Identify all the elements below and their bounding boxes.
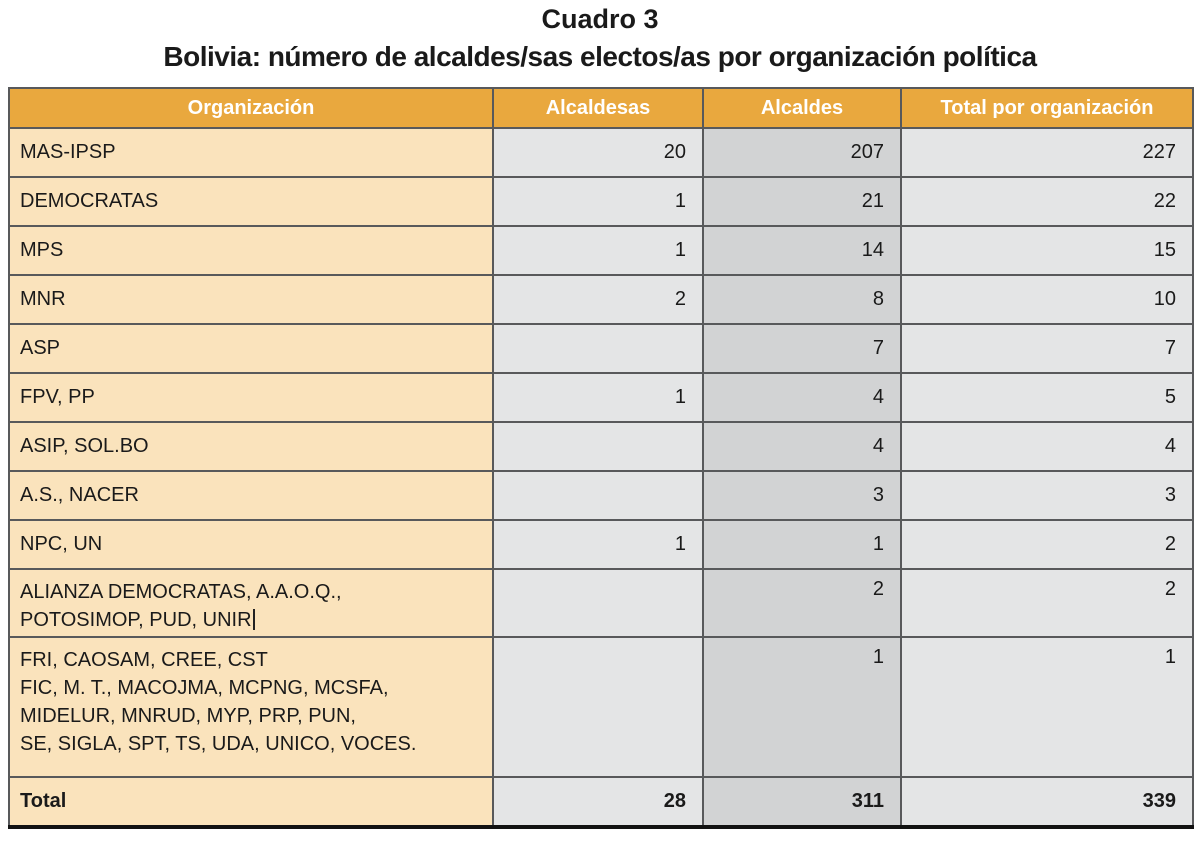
cell-total-alcaldesas: 28 bbox=[492, 776, 704, 828]
table-row: ASIP, SOL.BO 4 4 bbox=[8, 421, 1194, 472]
table-row: DEMOCRATAS 1 21 22 bbox=[8, 176, 1194, 227]
cell-alcaldes: 21 bbox=[702, 176, 902, 227]
cell-total: 22 bbox=[900, 176, 1194, 227]
cell-alcaldesas bbox=[492, 421, 704, 472]
table-row: ALIANZA DEMOCRATAS, A.A.O.Q., POTOSIMOP,… bbox=[8, 568, 1194, 638]
cell-organizacion: ASP bbox=[8, 323, 494, 374]
cell-total: 15 bbox=[900, 225, 1194, 276]
header-alcaldesas: Alcaldesas bbox=[492, 87, 704, 129]
cell-alcaldes: 14 bbox=[702, 225, 902, 276]
cell-alcaldesas bbox=[492, 636, 704, 778]
alcaldes-table: Organización Alcaldesas Alcaldes Total p… bbox=[8, 87, 1194, 829]
cell-organizacion: ALIANZA DEMOCRATAS, A.A.O.Q., POTOSIMOP,… bbox=[8, 568, 494, 638]
header-organizacion: Organización bbox=[8, 87, 494, 129]
cell-total: 1 bbox=[900, 636, 1194, 778]
cell-alcaldes: 1 bbox=[702, 636, 902, 778]
cell-alcaldes: 4 bbox=[702, 421, 902, 472]
table-row: MAS-IPSP 20 207 227 bbox=[8, 127, 1194, 178]
table-row: A.S., NACER 3 3 bbox=[8, 470, 1194, 521]
cell-total: 227 bbox=[900, 127, 1194, 178]
org-name-line: SE, SIGLA, SPT, TS, UDA, UNICO, VOCES. bbox=[20, 733, 417, 755]
cell-alcaldes: 2 bbox=[702, 568, 902, 638]
cell-total-total: 339 bbox=[900, 776, 1194, 828]
caption-number: Cuadro 3 bbox=[541, 4, 659, 34]
cell-organizacion: MAS-IPSP bbox=[8, 127, 494, 178]
table-row: NPC, UN 1 1 2 bbox=[8, 519, 1194, 570]
table-row: ASP 7 7 bbox=[8, 323, 1194, 374]
total-row: Total 28 311 339 bbox=[8, 776, 1194, 828]
cell-organizacion: MPS bbox=[8, 225, 494, 276]
cell-alcaldesas: 1 bbox=[492, 225, 704, 276]
cell-alcaldes: 3 bbox=[702, 470, 902, 521]
cell-organizacion: A.S., NACER bbox=[8, 470, 494, 521]
text-cursor-artifact bbox=[252, 609, 255, 630]
cell-total: 7 bbox=[900, 323, 1194, 374]
org-name-line: ALIANZA DEMOCRATAS, A.A.O.Q., bbox=[20, 581, 342, 603]
cell-total-alcaldes: 311 bbox=[702, 776, 902, 828]
cell-alcaldesas bbox=[492, 568, 704, 638]
org-name-line: FRI, CAOSAM, CREE, CST bbox=[20, 649, 268, 671]
cell-total: 2 bbox=[900, 519, 1194, 570]
cell-alcaldes: 4 bbox=[702, 372, 902, 423]
org-name-line: FIC, M. T., MACOJMA, MCPNG, MCSFA, bbox=[20, 677, 389, 699]
cell-total: 10 bbox=[900, 274, 1194, 325]
cell-alcaldesas bbox=[492, 323, 704, 374]
cell-alcaldesas: 1 bbox=[492, 519, 704, 570]
caption-title: Bolivia: número de alcaldes/sas electos/… bbox=[163, 41, 1037, 72]
org-name-line: POTOSIMOP, PUD, UNIR bbox=[20, 606, 486, 634]
cell-alcaldesas: 20 bbox=[492, 127, 704, 178]
cell-alcaldes: 207 bbox=[702, 127, 902, 178]
header-total: Total por organización bbox=[900, 87, 1194, 129]
cell-alcaldesas: 1 bbox=[492, 372, 704, 423]
cell-organizacion: FRI, CAOSAM, CREE, CST FIC, M. T., MACOJ… bbox=[8, 636, 494, 778]
cell-organizacion: NPC, UN bbox=[8, 519, 494, 570]
cell-alcaldes: 8 bbox=[702, 274, 902, 325]
cell-alcaldes: 7 bbox=[702, 323, 902, 374]
document-page: Cuadro 3 Bolivia: número de alcaldes/sas… bbox=[8, 4, 1194, 829]
cell-alcaldesas: 2 bbox=[492, 274, 704, 325]
table-row: MPS 1 14 15 bbox=[8, 225, 1194, 276]
cell-organizacion: DEMOCRATAS bbox=[8, 176, 494, 227]
table-row: FPV, PP 1 4 5 bbox=[8, 372, 1194, 423]
cell-organizacion: MNR bbox=[8, 274, 494, 325]
org-name-line: MIDELUR, MNRUD, MYP, PRP, PUN, bbox=[20, 705, 356, 727]
cell-total: 2 bbox=[900, 568, 1194, 638]
table-caption: Cuadro 3 Bolivia: número de alcaldes/sas… bbox=[8, 4, 1192, 73]
table-row: FRI, CAOSAM, CREE, CST FIC, M. T., MACOJ… bbox=[8, 636, 1194, 778]
cell-alcaldesas bbox=[492, 470, 704, 521]
table-row: MNR 2 8 10 bbox=[8, 274, 1194, 325]
cell-organizacion: ASIP, SOL.BO bbox=[8, 421, 494, 472]
header-row: Organización Alcaldesas Alcaldes Total p… bbox=[8, 87, 1194, 129]
cell-alcaldes: 1 bbox=[702, 519, 902, 570]
header-alcaldes: Alcaldes bbox=[702, 87, 902, 129]
cell-organizacion: FPV, PP bbox=[8, 372, 494, 423]
cell-total: 5 bbox=[900, 372, 1194, 423]
cell-total: 4 bbox=[900, 421, 1194, 472]
cell-total: 3 bbox=[900, 470, 1194, 521]
cell-alcaldesas: 1 bbox=[492, 176, 704, 227]
cell-total-label: Total bbox=[8, 776, 494, 828]
